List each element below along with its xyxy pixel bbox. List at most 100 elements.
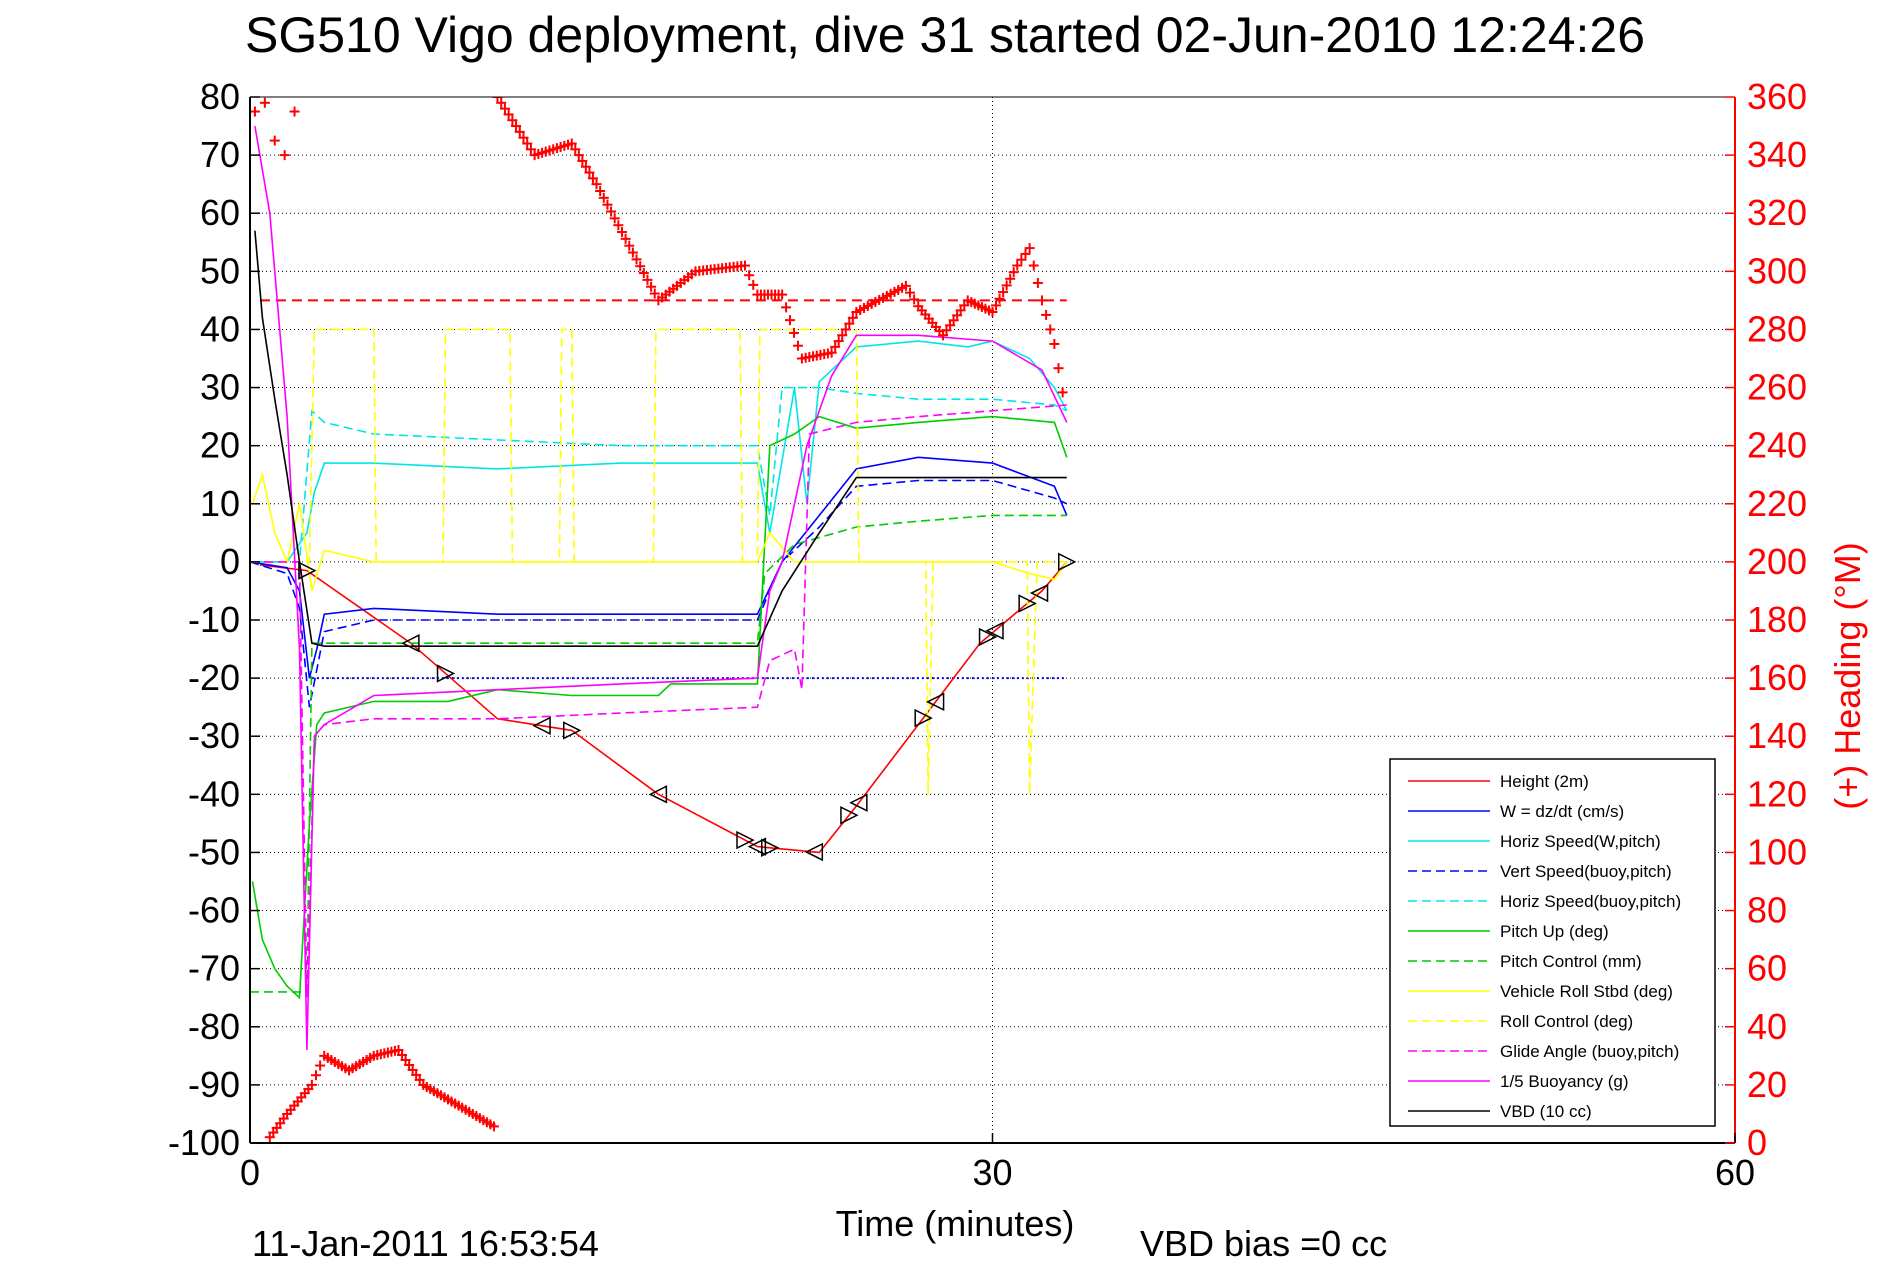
heading-marker-6 <box>514 126 525 137</box>
y-tick-right-12: 120 <box>1747 773 1807 814</box>
y-tick-left-1: 70 <box>200 134 240 175</box>
x-tick-2: 60 <box>1715 1152 1755 1193</box>
triangle-marker-6 <box>736 830 755 850</box>
heading-marker-wrapped-14 <box>315 1060 326 1071</box>
triangle-marker-1 <box>401 634 420 653</box>
heading-marker-early-0 <box>250 106 260 117</box>
heading-marker-22 <box>573 150 584 161</box>
y-tick-left-18: -100 <box>168 1122 240 1163</box>
heading-marker-92 <box>833 336 844 347</box>
series-line-0 <box>259 561 1068 854</box>
heading-marker-148 <box>1041 309 1052 320</box>
y-tick-left-16: -80 <box>188 1006 240 1047</box>
series-line-1 <box>250 456 1068 679</box>
series-line-3 <box>250 479 1068 708</box>
triangle-marker-16 <box>1018 594 1037 613</box>
y-tick-right-4: 280 <box>1747 308 1807 349</box>
triangle-marker-3 <box>532 716 551 735</box>
series-line-11 <box>254 230 1067 648</box>
legend-entry-1: W = dz/dt (cm/s) <box>1500 802 1624 821</box>
legend-entry-8: Roll Control (deg) <box>1500 1012 1633 1031</box>
legend-entry-5: Pitch Up (deg) <box>1500 922 1609 941</box>
heading-marker-42 <box>646 281 657 292</box>
y-tick-left-10: -20 <box>188 657 240 698</box>
heading-marker-40 <box>638 268 649 279</box>
heading-marker-137 <box>998 287 1009 298</box>
y-tick-left-3: 50 <box>200 250 240 291</box>
heading-marker-26 <box>587 173 598 184</box>
heading-marker-94 <box>840 324 851 335</box>
axes: 80706050403020100-10-20-30-40-50-60-70-8… <box>168 76 1807 1193</box>
series-line-6 <box>250 514 1067 993</box>
heading-marker-30 <box>602 199 613 210</box>
legend-entry-9: Glide Angle (buoy,pitch) <box>1500 1042 1679 1061</box>
heading-marker-134 <box>987 307 998 318</box>
heading-marker-144 <box>1024 243 1035 254</box>
heading-marker-35 <box>620 233 631 244</box>
y-tick-right-1: 340 <box>1747 134 1807 175</box>
chart-title: SG510 Vigo deployment, dive 31 started 0… <box>245 7 1645 63</box>
heading-marker-early-1 <box>259 97 270 108</box>
heading-marker-145 <box>1028 260 1039 271</box>
heading-marker-135 <box>991 300 1002 311</box>
triangle-marker-11 <box>849 793 868 812</box>
triangle-marker-10 <box>840 806 859 825</box>
heading-marker-150 <box>1049 338 1060 349</box>
legend-box <box>1389 758 1716 1127</box>
heading-marker-39 <box>635 261 646 272</box>
y-tick-left-17: -90 <box>188 1064 240 1105</box>
heading-marker-146 <box>1032 277 1043 288</box>
y-tick-left-8: 0 <box>220 541 240 582</box>
heading-marker-43 <box>649 288 660 299</box>
y-tick-right-2: 320 <box>1747 192 1807 233</box>
vbd-bias: VBD bias =0 cc <box>1140 1223 1387 1262</box>
series-line-7 <box>251 471 1068 592</box>
y-tick-right-7: 220 <box>1747 483 1807 524</box>
y-tick-left-4: 40 <box>200 308 240 349</box>
legend-entry-4: Horiz Speed(buoy,pitch) <box>1500 892 1681 911</box>
heading-marker-90 <box>826 347 837 358</box>
heading-marker-93 <box>837 330 848 341</box>
x-axis-label: Time (minutes) <box>836 1203 1075 1244</box>
heading-marker-0 <box>492 97 503 102</box>
y-tick-left-12: -40 <box>188 773 240 814</box>
heading-marker-5 <box>511 121 522 132</box>
y-tick-left-13: -50 <box>188 831 240 872</box>
heading-marker-32 <box>609 213 620 224</box>
x-tick-0: 0 <box>240 1152 260 1193</box>
y-tick-right-10: 160 <box>1747 657 1807 698</box>
heading-marker-27 <box>591 179 602 190</box>
triangle-marker-5 <box>648 785 668 804</box>
y-tick-left-0: 80 <box>200 76 240 117</box>
legend-entry-2: Horiz Speed(W,pitch) <box>1500 832 1661 851</box>
triangle-marker-8 <box>761 838 780 858</box>
y-tick-left-2: 60 <box>200 192 240 233</box>
y-tick-right-0: 360 <box>1747 76 1807 117</box>
heading-marker-140 <box>1008 267 1019 278</box>
heading-marker-81 <box>792 340 803 351</box>
heading-marker-38 <box>631 254 642 265</box>
triangle-marker-2 <box>436 664 456 683</box>
legend: Height (2m) W = dz/dt (cm/s) Horiz Speed(W… <box>1389 758 1716 1127</box>
timestamp: 11-Jan-2011 16:53:54 <box>252 1223 599 1262</box>
heading-marker-139 <box>1005 273 1016 284</box>
y-tick-right-6: 240 <box>1747 425 1807 466</box>
heading-marker-34 <box>616 227 627 238</box>
heading-marker-79 <box>785 315 796 326</box>
triangle-marker-7 <box>747 837 767 856</box>
heading-marker-112 <box>909 294 920 305</box>
heading-marker-early-2 <box>269 135 280 146</box>
heading-marker-4 <box>507 115 518 126</box>
triangle-marker-17 <box>1029 583 1049 603</box>
y-tick-right-13: 100 <box>1747 831 1807 872</box>
heading-marker-29 <box>598 192 609 203</box>
y-tick-right-14: 80 <box>1747 890 1787 931</box>
heading-marker-wrapped-13 <box>311 1070 321 1081</box>
heading-marker-111 <box>905 287 915 298</box>
legend-entry-6: Pitch Control (mm) <box>1500 952 1642 971</box>
series-line-8 <box>250 328 1067 795</box>
heading-marker-31 <box>606 206 617 217</box>
triangle-marker-13 <box>925 692 945 712</box>
heading-marker-2 <box>499 103 510 114</box>
